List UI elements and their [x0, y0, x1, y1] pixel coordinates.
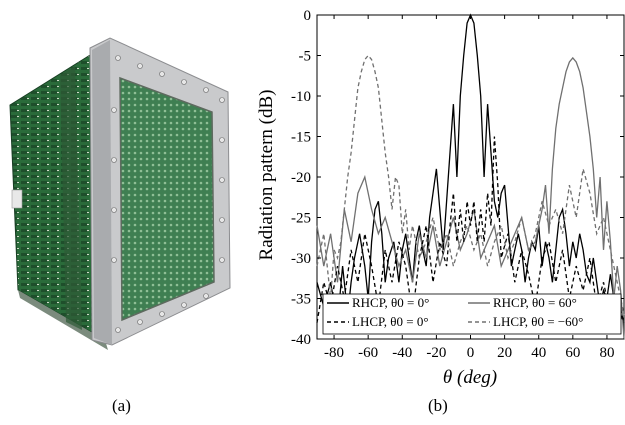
x-axis-label: θ (deg)	[443, 367, 497, 388]
x-tick-label: 0	[467, 345, 475, 361]
legend-box	[322, 293, 622, 335]
x-tick-label: 20	[497, 345, 512, 361]
legend-label: RHCP, θ0 = 60°	[493, 295, 577, 310]
y-tick-label: -40	[291, 332, 311, 348]
y-tick-label: -10	[291, 89, 311, 105]
legend-label: LHCP, θ0 = 0°	[352, 314, 429, 329]
series-line-1	[316, 13, 625, 324]
y-tick-label: -25	[291, 211, 311, 227]
y-tick-label: -30	[291, 251, 311, 267]
x-tick-label: -80	[324, 345, 344, 361]
x-tick-label: 60	[565, 345, 580, 361]
caption-a: (a)	[112, 396, 131, 415]
y-tick-label: -15	[291, 130, 311, 146]
y-tick-label: -20	[291, 170, 311, 186]
y-tick-label: -35	[291, 292, 311, 308]
legend-label: RHCP, θ0 = 0°	[352, 295, 429, 310]
y-tick-label: 0	[304, 8, 312, 24]
radiation-pattern-chart: -80 -60 -40 -20 0 20 40 60 80 0 -5 -10 -15 -20 -25 -30 -…	[256, 8, 625, 388]
x-tick-label: -20	[426, 345, 446, 361]
x-tick-label: -40	[392, 345, 412, 361]
series-line-4	[316, 54, 625, 315]
legend: RHCP, θ0 = 0° RHCP, θ0 = 60° LHCP, θ0 = 0°…	[322, 293, 622, 335]
series-line-2	[316, 56, 625, 340]
x-tick-label: 80	[599, 345, 614, 361]
legend-label: LHCP, θ0 = −60°	[493, 314, 583, 329]
ticks-layer: -80 -60 -40 -20 0 20 40 60 80 0 -5 -10 -15 -20 -25 -30 -…	[291, 8, 624, 361]
x-tick-label: -60	[358, 345, 378, 361]
x-tick-label: 40	[531, 345, 546, 361]
caption-b: (b)	[428, 396, 448, 415]
y-tick-label: -5	[299, 49, 312, 65]
y-axis-label: Radiation pattern (dB)	[256, 90, 277, 261]
antenna-array-photo-icon	[9, 37, 231, 350]
